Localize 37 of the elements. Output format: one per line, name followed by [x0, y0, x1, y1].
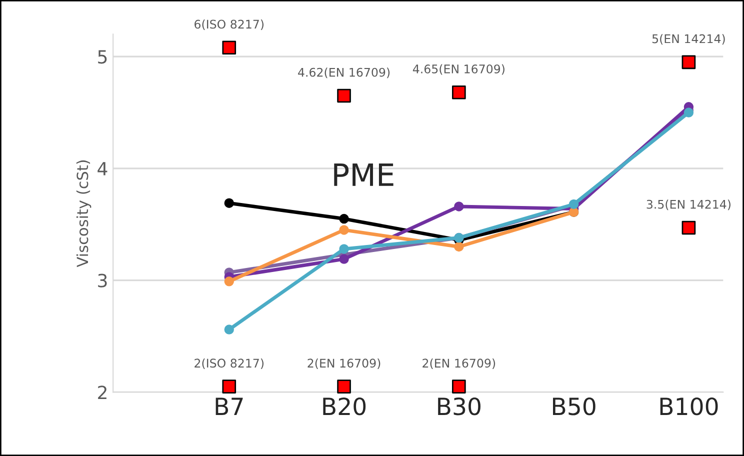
data-label: 4.65(EN 16709) [412, 64, 504, 75]
y-tick-label: 3 [98, 274, 107, 288]
data-label: 5(EN 14214) [652, 34, 725, 45]
data-label: 6(ISO 8217) [194, 20, 264, 30]
y-tick-label: 5 [98, 50, 107, 64]
point [337, 88, 351, 103]
point [682, 55, 696, 70]
point [452, 380, 466, 394]
y-tick-label: 4 [98, 162, 108, 176]
point [224, 324, 234, 334]
point [339, 244, 349, 254]
annotation: PME [334, 164, 394, 186]
x-tick-label: B30 [438, 397, 480, 416]
y-tick-label: 2 [98, 386, 106, 400]
x-tick-label: B20 [323, 397, 366, 416]
x-tick-label: B100 [660, 397, 718, 416]
data-label: 2(EN 16709) [422, 358, 496, 369]
point [454, 242, 464, 252]
point [454, 202, 464, 212]
point [339, 254, 349, 264]
x-tick-label: B50 [553, 397, 596, 416]
point [224, 198, 234, 208]
point [452, 85, 466, 100]
data-label: 2(EN 16709) [308, 358, 380, 369]
data-label: 3.5(EN 14214) [646, 200, 730, 210]
data-label: 2(ISO 8217) [194, 358, 264, 369]
point [222, 40, 236, 55]
point [339, 225, 349, 235]
y-axis-title: Viscosity (cSt) [76, 160, 92, 268]
point [682, 220, 696, 235]
point [224, 276, 234, 286]
point [684, 108, 694, 118]
point [339, 214, 349, 224]
point [337, 380, 351, 394]
data-label: 4.62(EN 16709) [298, 68, 390, 78]
point [222, 380, 236, 394]
x-tick-label: B7 [216, 398, 243, 415]
